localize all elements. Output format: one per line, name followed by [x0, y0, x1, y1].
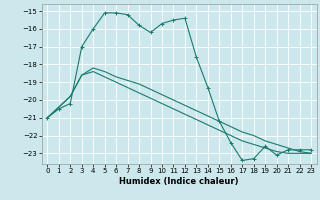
X-axis label: Humidex (Indice chaleur): Humidex (Indice chaleur): [119, 177, 239, 186]
